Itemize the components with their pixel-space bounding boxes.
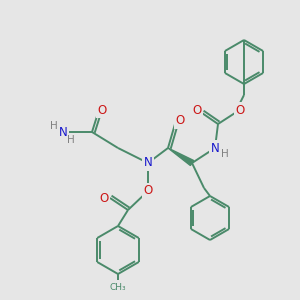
- Text: CH₃: CH₃: [110, 284, 126, 292]
- Text: N: N: [58, 125, 68, 139]
- Text: O: O: [143, 184, 153, 197]
- Text: H: H: [50, 121, 58, 131]
- Text: H: H: [67, 135, 75, 145]
- Text: O: O: [176, 115, 184, 128]
- Text: O: O: [192, 103, 202, 116]
- Text: O: O: [98, 103, 106, 116]
- Text: H: H: [221, 149, 229, 159]
- Text: N: N: [211, 142, 219, 154]
- Text: N: N: [144, 157, 152, 169]
- Text: O: O: [236, 103, 244, 116]
- Polygon shape: [168, 148, 194, 166]
- Text: O: O: [99, 191, 109, 205]
